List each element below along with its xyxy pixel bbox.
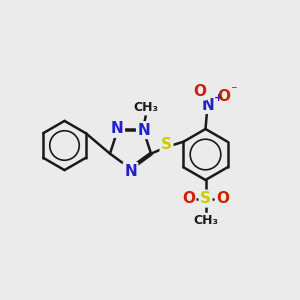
Text: O: O — [182, 191, 195, 206]
Text: CH₃: CH₃ — [193, 214, 218, 227]
Text: O: O — [193, 84, 206, 99]
Text: S: S — [200, 191, 211, 206]
Text: S: S — [161, 137, 172, 152]
Text: O: O — [216, 191, 229, 206]
Text: O: O — [217, 89, 230, 104]
Text: N: N — [124, 164, 137, 178]
Text: N: N — [202, 98, 215, 112]
Text: +: + — [214, 93, 223, 103]
Text: N: N — [111, 122, 124, 136]
Text: ⁻: ⁻ — [230, 84, 237, 97]
Text: CH₃: CH₃ — [134, 101, 159, 114]
Text: N: N — [137, 123, 150, 138]
